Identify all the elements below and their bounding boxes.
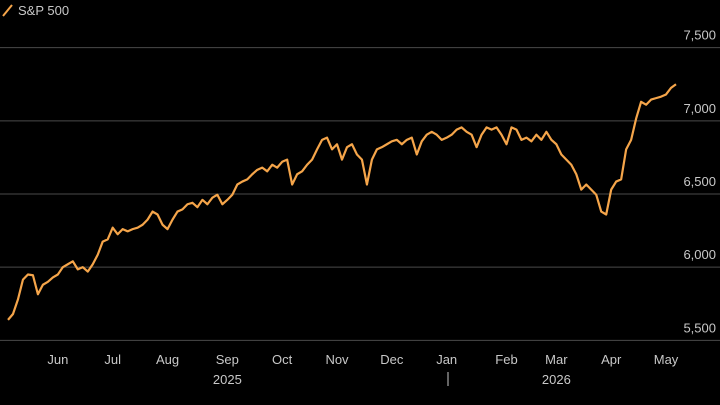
- x-tick-label: Dec: [380, 352, 404, 367]
- x-tick-label: Oct: [272, 352, 293, 367]
- x-tick-label: Jan: [436, 352, 457, 367]
- y-tick-label: 7,500: [683, 28, 716, 43]
- x-tick-label: Feb: [495, 352, 517, 367]
- x-tick-label: Jul: [104, 352, 121, 367]
- y-tick-label: 7,000: [683, 101, 716, 116]
- x-year-label: 2026: [542, 372, 571, 387]
- y-tick-label: 6,000: [683, 247, 716, 262]
- x-tick-label: Aug: [156, 352, 179, 367]
- x-tick-label: Apr: [601, 352, 622, 367]
- series-line: [7, 83, 677, 321]
- y-tick-label: 6,500: [683, 174, 716, 189]
- y-tick-label: 5,500: [683, 320, 716, 335]
- legend-swatch: [2, 4, 13, 17]
- x-tick-label: Jun: [47, 352, 68, 367]
- x-tick-label: Nov: [325, 352, 349, 367]
- x-tick-label: Mar: [545, 352, 568, 367]
- x-year-label: 2025: [213, 372, 242, 387]
- legend-label: S&P 500: [18, 3, 69, 18]
- x-tick-label: May: [654, 352, 679, 367]
- x-tick-label: Sep: [216, 352, 239, 367]
